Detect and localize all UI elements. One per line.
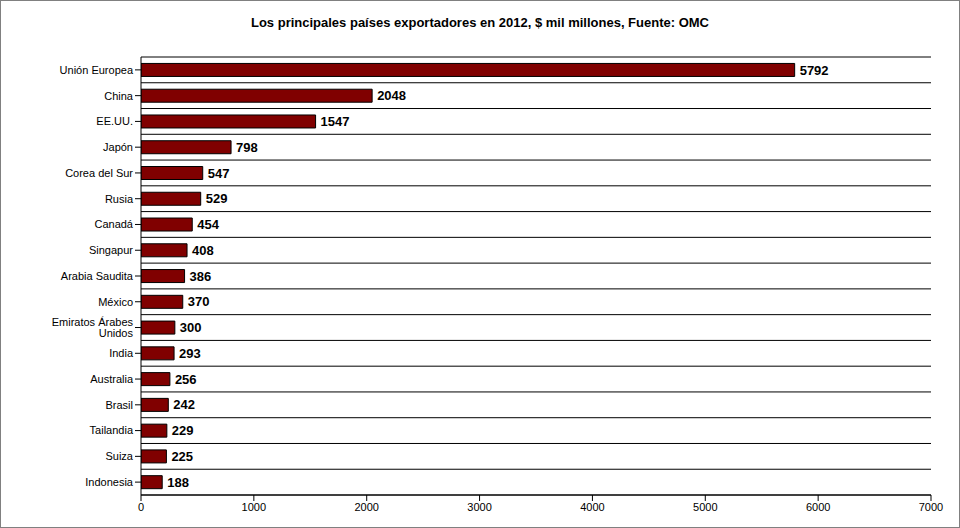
svg-text:7000: 7000 [919, 501, 943, 513]
svg-text:Arabia Saudita: Arabia Saudita [61, 270, 134, 282]
svg-text:0: 0 [138, 501, 144, 513]
svg-text:Unión Europea: Unión Europea [60, 64, 134, 76]
svg-text:5792: 5792 [800, 63, 829, 78]
svg-text:300: 300 [180, 320, 202, 335]
svg-text:529: 529 [206, 191, 228, 206]
svg-text:188: 188 [167, 475, 189, 490]
svg-text:Emiratos ÁrabesUnidos: Emiratos ÁrabesUnidos [52, 316, 134, 339]
svg-text:229: 229 [172, 423, 194, 438]
svg-text:Canadá: Canadá [94, 218, 133, 230]
svg-text:408: 408 [192, 243, 214, 258]
svg-text:547: 547 [208, 166, 230, 181]
svg-text:225: 225 [171, 449, 193, 464]
svg-text:EE.UU.: EE.UU. [96, 115, 133, 127]
svg-text:386: 386 [190, 269, 212, 284]
svg-text:1000: 1000 [242, 501, 266, 513]
svg-text:Australia: Australia [90, 373, 134, 385]
svg-text:256: 256 [175, 372, 197, 387]
svg-text:Corea del Sur: Corea del Sur [65, 167, 133, 179]
svg-text:293: 293 [179, 346, 201, 361]
svg-text:India: India [109, 347, 134, 359]
svg-text:Suiza: Suiza [105, 450, 133, 462]
svg-text:2000: 2000 [354, 501, 378, 513]
svg-text:México: México [98, 296, 133, 308]
html-text:Los principales países exporta: Los principales países exportadores en 2… [251, 15, 709, 30]
svg-text:Japón: Japón [103, 141, 133, 153]
svg-text:454: 454 [197, 217, 219, 232]
svg-text:370: 370 [188, 294, 210, 309]
svg-text:798: 798 [236, 140, 258, 155]
svg-text:Rusia: Rusia [105, 193, 134, 205]
svg-text:Singapur: Singapur [89, 244, 133, 256]
svg-text:Brasil: Brasil [105, 399, 133, 411]
svg-text:4000: 4000 [580, 501, 604, 513]
svg-text:China: China [104, 90, 134, 102]
svg-text:5000: 5000 [693, 501, 717, 513]
svg-text:Indonesia: Indonesia [85, 476, 134, 488]
svg-text:6000: 6000 [806, 501, 830, 513]
svg-text:1547: 1547 [321, 114, 350, 129]
svg-text:242: 242 [173, 397, 195, 412]
svg-text:2048: 2048 [377, 88, 406, 103]
svg-text:3000: 3000 [467, 501, 491, 513]
svg-text:Tailandia: Tailandia [90, 424, 134, 436]
